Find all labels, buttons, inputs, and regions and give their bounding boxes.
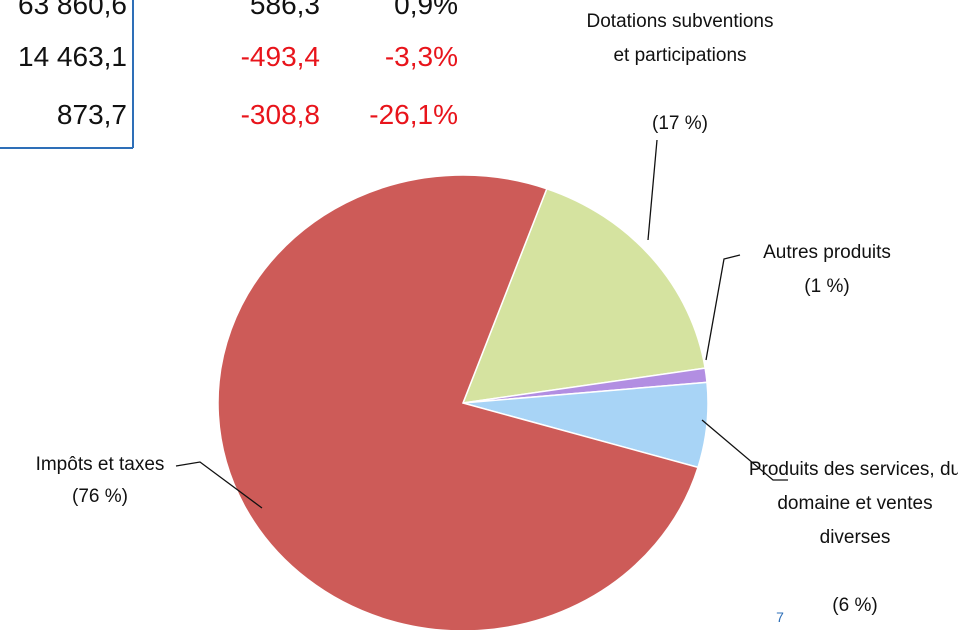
table-cell: 14 463,1 xyxy=(18,41,127,72)
slice-value-label: (76 %) xyxy=(72,486,128,507)
page-number: 7 xyxy=(776,609,784,625)
slice-label: Autres produits xyxy=(763,242,891,263)
table-cell: 0,9% xyxy=(394,0,458,20)
slice-value-label: (1 %) xyxy=(804,276,850,297)
slice-value-label: (17 %) xyxy=(652,113,708,134)
slice-value-label: (6 %) xyxy=(832,595,878,616)
table-cell: 873,7 xyxy=(56,99,127,130)
table-cell: -3,3% xyxy=(384,41,458,72)
table-cell: 586,3 xyxy=(249,0,320,20)
leader-line xyxy=(705,254,741,361)
slice-label: Impôts et taxes xyxy=(35,454,165,475)
pie-slice xyxy=(461,187,706,404)
table-cell: 63 860,6 xyxy=(18,0,127,20)
leader-line xyxy=(647,139,658,241)
table-cell: -26,1% xyxy=(369,99,458,130)
slice-label: Produits des services, du domaine et ven… xyxy=(748,459,958,548)
leader-line xyxy=(175,461,263,509)
slice-label: Dotations subventions et participations xyxy=(586,11,774,66)
pie-slice xyxy=(217,174,699,630)
leader-line xyxy=(701,419,788,481)
table-cell: -308,8 xyxy=(240,99,320,130)
table-cell: -493,4 xyxy=(240,41,320,72)
